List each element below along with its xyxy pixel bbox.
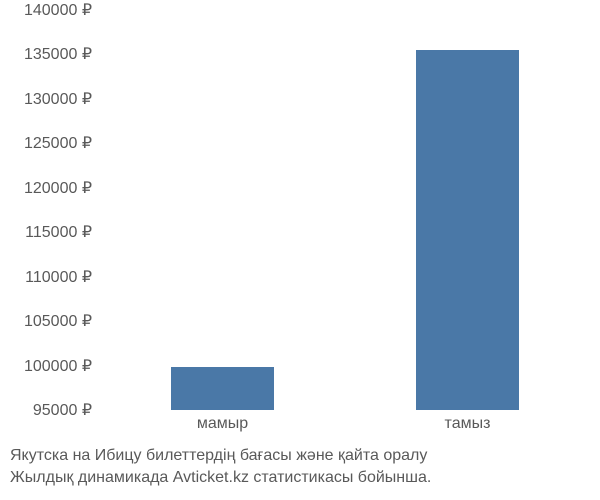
y-tick-label: 135000 ₽ — [0, 44, 100, 64]
y-tick-label: 125000 ₽ — [0, 133, 100, 153]
y-tick-label: 140000 ₽ — [0, 0, 100, 20]
bar — [171, 367, 274, 410]
chart-caption: Якутска на Ибицу билеттердің бағасы және… — [10, 445, 590, 488]
price-chart: 140000 ₽ 135000 ₽ 130000 ₽ 125000 ₽ 120000 ₽… — [0, 0, 600, 500]
y-tick-label: 110000 ₽ — [0, 267, 100, 287]
bar — [416, 50, 519, 410]
y-axis: 140000 ₽135000 ₽130000 ₽125000 ₽120000 ₽… — [0, 10, 100, 410]
plot-area — [100, 10, 590, 410]
x-tick-label: мамыр — [171, 415, 274, 433]
y-tick-label: 95000 ₽ — [0, 400, 100, 420]
x-tick-label: тамыз — [416, 415, 519, 433]
y-tick-label: 130000 ₽ — [0, 89, 100, 109]
y-tick-label: 105000 ₽ — [0, 311, 100, 331]
y-tick-label: 100000 ₽ — [0, 356, 100, 376]
y-tick-label: 120000 ₽ — [0, 178, 100, 198]
caption-line-2: Жылдық динамикада Avticket.kz статистика… — [10, 467, 590, 489]
caption-line-1: Якутска на Ибицу билеттердің бағасы және… — [10, 445, 590, 467]
y-tick-label: 115000 ₽ — [0, 222, 100, 242]
